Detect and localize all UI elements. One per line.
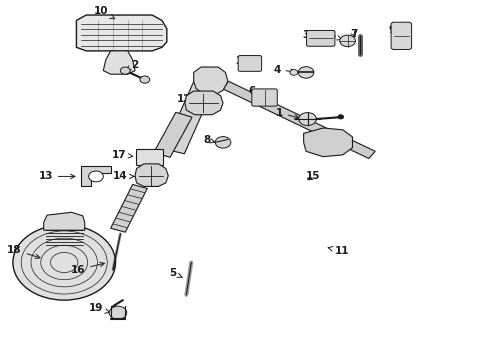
Circle shape — [298, 67, 314, 78]
Text: 18: 18 — [7, 245, 40, 258]
Polygon shape — [194, 67, 228, 96]
Circle shape — [13, 225, 116, 300]
Polygon shape — [304, 128, 352, 157]
Text: 5: 5 — [169, 268, 182, 278]
Polygon shape — [81, 166, 111, 186]
Polygon shape — [103, 51, 135, 74]
Text: 2: 2 — [126, 59, 139, 70]
FancyBboxPatch shape — [136, 149, 163, 165]
Text: 16: 16 — [71, 262, 104, 275]
Text: 9: 9 — [388, 25, 400, 36]
Circle shape — [89, 171, 103, 182]
Polygon shape — [164, 77, 216, 154]
Circle shape — [140, 76, 150, 83]
Circle shape — [340, 35, 355, 46]
Circle shape — [299, 113, 317, 126]
Polygon shape — [154, 112, 192, 157]
Text: 10: 10 — [94, 6, 115, 19]
FancyBboxPatch shape — [391, 22, 412, 49]
FancyBboxPatch shape — [238, 55, 262, 71]
Text: 3: 3 — [236, 56, 246, 66]
Text: 6: 6 — [249, 86, 261, 97]
Polygon shape — [135, 164, 168, 186]
Text: 19: 19 — [89, 303, 110, 314]
Circle shape — [338, 115, 343, 119]
Text: 17: 17 — [112, 150, 133, 160]
Circle shape — [109, 306, 127, 319]
Polygon shape — [111, 184, 147, 232]
Text: 12: 12 — [177, 94, 195, 104]
Circle shape — [215, 136, 231, 148]
FancyBboxPatch shape — [307, 31, 335, 46]
Text: 14: 14 — [113, 171, 134, 181]
Text: 15: 15 — [306, 171, 320, 181]
Circle shape — [290, 69, 298, 75]
Text: 4: 4 — [273, 64, 295, 75]
Text: 3: 3 — [302, 30, 315, 40]
Polygon shape — [185, 91, 223, 115]
Polygon shape — [44, 212, 85, 230]
Polygon shape — [76, 15, 167, 51]
Polygon shape — [222, 81, 375, 158]
Text: 6: 6 — [328, 31, 342, 41]
Text: 7: 7 — [350, 29, 357, 39]
Text: 8: 8 — [203, 135, 215, 145]
Text: 11: 11 — [328, 246, 349, 256]
FancyBboxPatch shape — [252, 89, 277, 106]
Text: 13: 13 — [38, 171, 75, 181]
Text: 1: 1 — [275, 108, 299, 119]
Circle shape — [121, 67, 130, 74]
